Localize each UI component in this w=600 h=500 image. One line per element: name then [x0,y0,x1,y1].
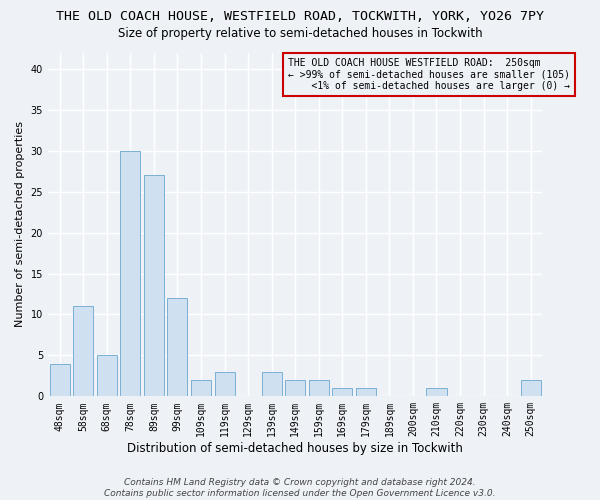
Bar [73,306,93,396]
Bar [356,388,376,396]
Bar [191,380,211,396]
Bar [97,356,117,397]
Bar [215,372,235,396]
Bar [50,364,70,396]
Text: THE OLD COACH HOUSE, WESTFIELD ROAD, TOCKWITH, YORK, YO26 7PY: THE OLD COACH HOUSE, WESTFIELD ROAD, TOC… [56,10,544,23]
Bar [285,380,305,396]
Bar [309,380,329,396]
Bar [332,388,352,396]
Bar [262,372,281,396]
Bar [167,298,187,396]
Bar [121,150,140,396]
Bar [427,388,446,396]
X-axis label: Distribution of semi-detached houses by size in Tockwith: Distribution of semi-detached houses by … [127,442,463,455]
Y-axis label: Number of semi-detached properties: Number of semi-detached properties [15,122,25,328]
Text: Contains HM Land Registry data © Crown copyright and database right 2024.
Contai: Contains HM Land Registry data © Crown c… [104,478,496,498]
Text: Size of property relative to semi-detached houses in Tockwith: Size of property relative to semi-detach… [118,28,482,40]
Text: THE OLD COACH HOUSE WESTFIELD ROAD:  250sqm
← >99% of semi-detached houses are s: THE OLD COACH HOUSE WESTFIELD ROAD: 250s… [288,58,570,91]
Bar [521,380,541,396]
Bar [144,176,164,396]
